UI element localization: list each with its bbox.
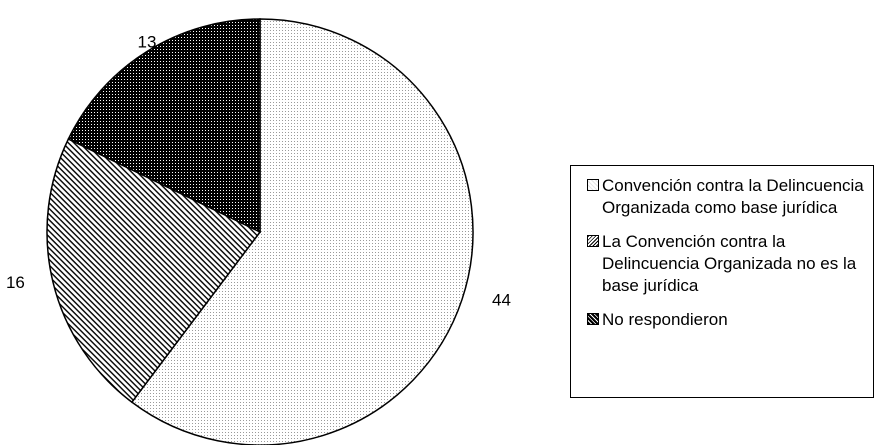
legend-item-base-juridica: Convención contra la Delincuencia Organi… bbox=[587, 175, 873, 219]
legend-swatch bbox=[587, 179, 599, 191]
legend-item-no-respondieron: No respondieron bbox=[587, 309, 873, 331]
slice-value-label-2: 13 bbox=[138, 33, 157, 52]
legend-item-no-base-juridica: La Convención contra la Delincuencia Org… bbox=[587, 231, 873, 297]
legend-swatch bbox=[587, 235, 599, 247]
pie-slice-0 bbox=[130, 18, 474, 445]
slice-value-label-0: 44 bbox=[492, 291, 511, 310]
legend-label: La Convención contra la Delincuencia Org… bbox=[602, 232, 857, 295]
pie-slice-1 bbox=[46, 137, 262, 404]
legend-swatch bbox=[587, 313, 599, 325]
legend-label: Convención contra la Delincuencia Organi… bbox=[602, 176, 864, 217]
slice-value-label-1: 16 bbox=[6, 273, 25, 292]
legend-label: No respondieron bbox=[602, 310, 728, 329]
pie-slice-2 bbox=[67, 18, 261, 234]
chart-legend: Convención contra la Delincuencia Organi… bbox=[570, 165, 874, 398]
